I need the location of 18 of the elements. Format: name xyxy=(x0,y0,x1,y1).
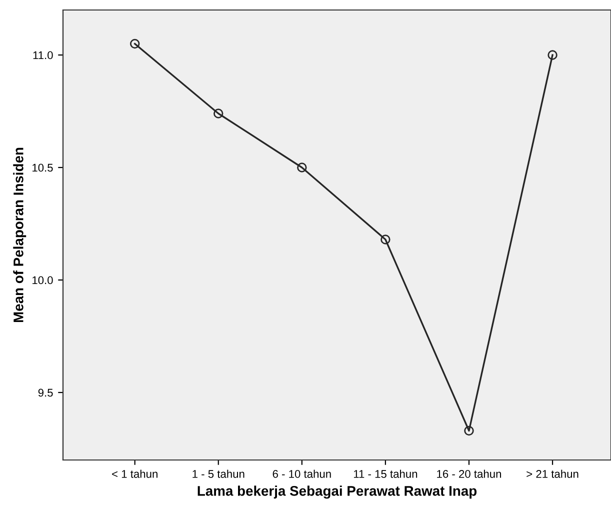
y-tick-label: 10.0 xyxy=(32,276,53,284)
y-tick-label: 11.0 xyxy=(33,51,53,60)
x-axis-title: Lama bekerja Sebagai Perawat Rawat Inap xyxy=(198,486,477,499)
point xyxy=(297,162,307,172)
x-tick-label: 16 - 20 tahun xyxy=(437,470,502,478)
y-tick-label: 9.5 xyxy=(38,388,53,397)
x-tick-label: 11 - 15 tahun xyxy=(354,470,418,478)
point xyxy=(548,50,558,60)
point xyxy=(130,38,140,49)
x-tick-label: < 1 tahun xyxy=(112,470,158,478)
point xyxy=(464,426,474,436)
y-axis-title: Mean of Pelaporan Insiden xyxy=(13,148,26,322)
x-tick-label: 6 - 10 tahun xyxy=(272,470,331,478)
y-tick-label: 10.5 xyxy=(32,164,53,172)
point xyxy=(380,234,390,244)
point xyxy=(214,108,224,118)
x-tick-label: > 21 tahun xyxy=(526,470,578,478)
x-tick-label: 1 - 5 tahun xyxy=(192,470,244,478)
